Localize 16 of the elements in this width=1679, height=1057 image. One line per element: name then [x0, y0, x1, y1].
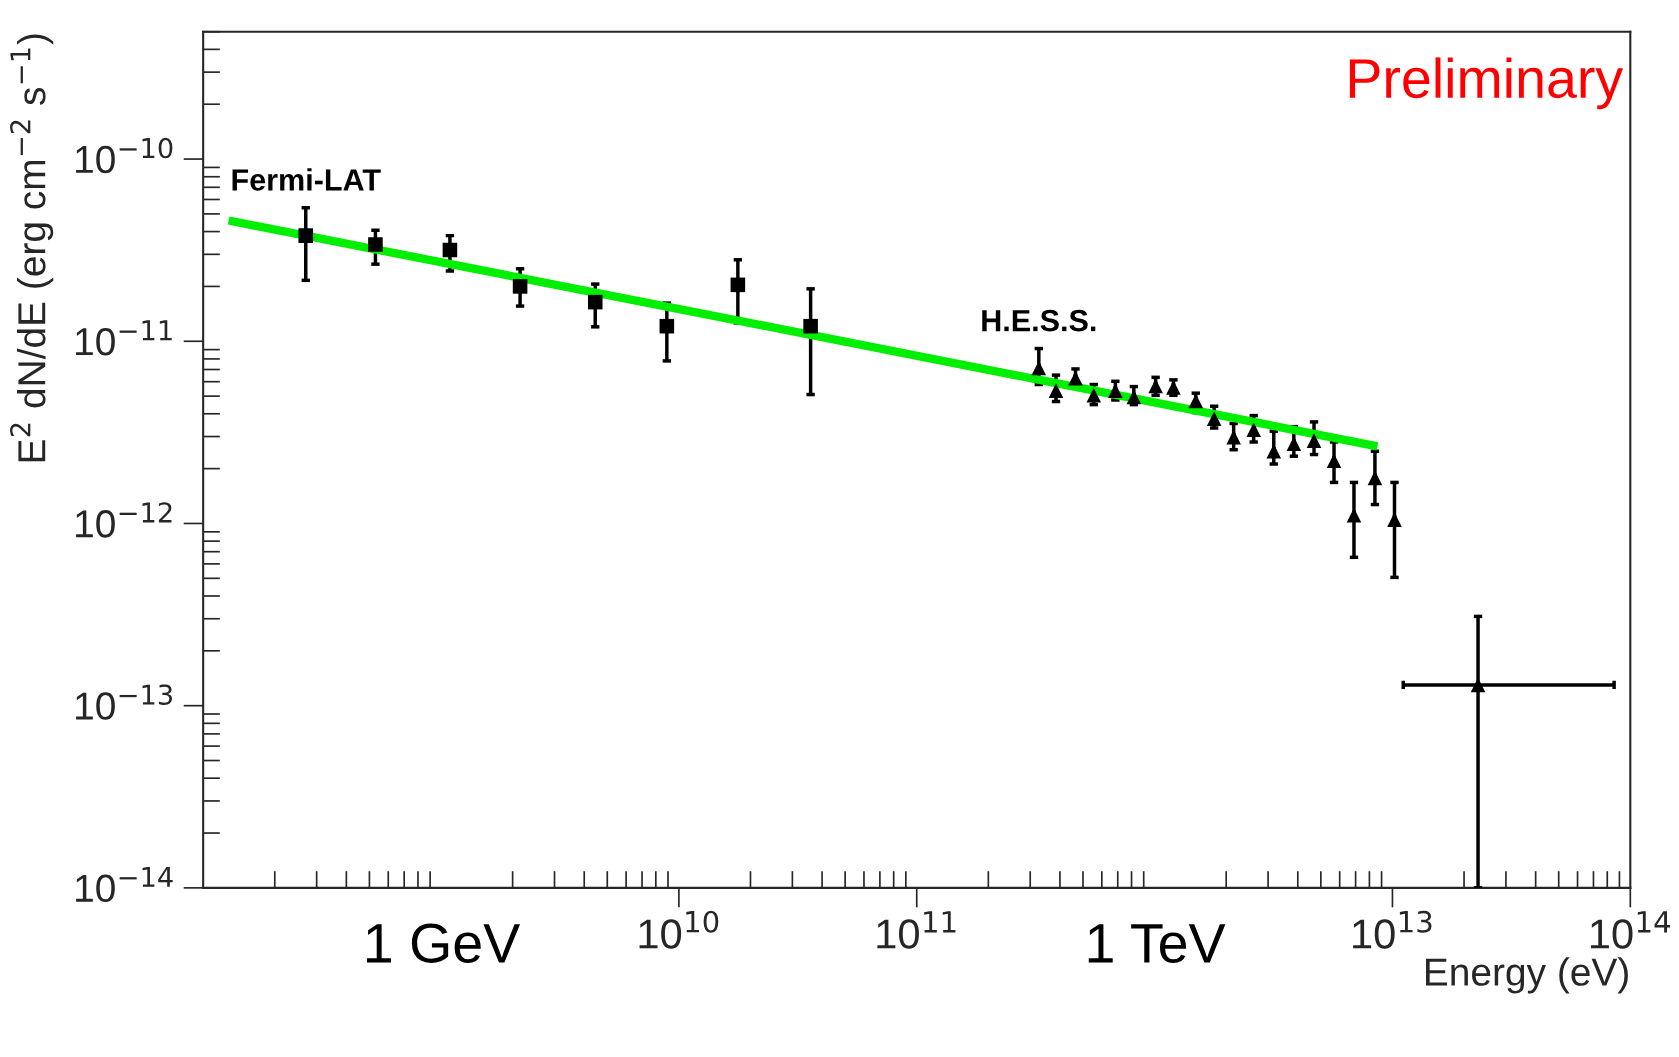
series-label: Fermi-LAT [232, 168, 381, 191]
text: 1 GeV [366, 923, 520, 963]
x-tick-label: 10$^{13}$ [1353, 910, 1432, 949]
y-tick-label: 10$^{−11}$ [76, 320, 172, 356]
series-label: H.E.S.S. [982, 309, 1096, 332]
text: 1 TeV [1088, 924, 1226, 963]
y-tick-label: 10$^{−13}$ [76, 684, 172, 720]
annotation: Preliminary [1349, 57, 1624, 110]
x-axis-title: Energy (eV) [1426, 957, 1628, 994]
x-tick-label: 10$^{11}$ [877, 911, 956, 949]
y-tick-label: 10$^{−12}$ [76, 502, 172, 538]
y-tick-label: 10$^{−14}$ [76, 866, 173, 903]
x-tick-label: 10$^{14}$ [1590, 911, 1671, 949]
y-axis-title: E$^{2}$ dN/dE (erg cm$^{−2}$ s$^{−1}$) [10, 34, 54, 462]
y-tick-label: 10$^{−10}$ [76, 137, 173, 174]
x-tick-label: 10$^{10}$ [639, 910, 719, 949]
